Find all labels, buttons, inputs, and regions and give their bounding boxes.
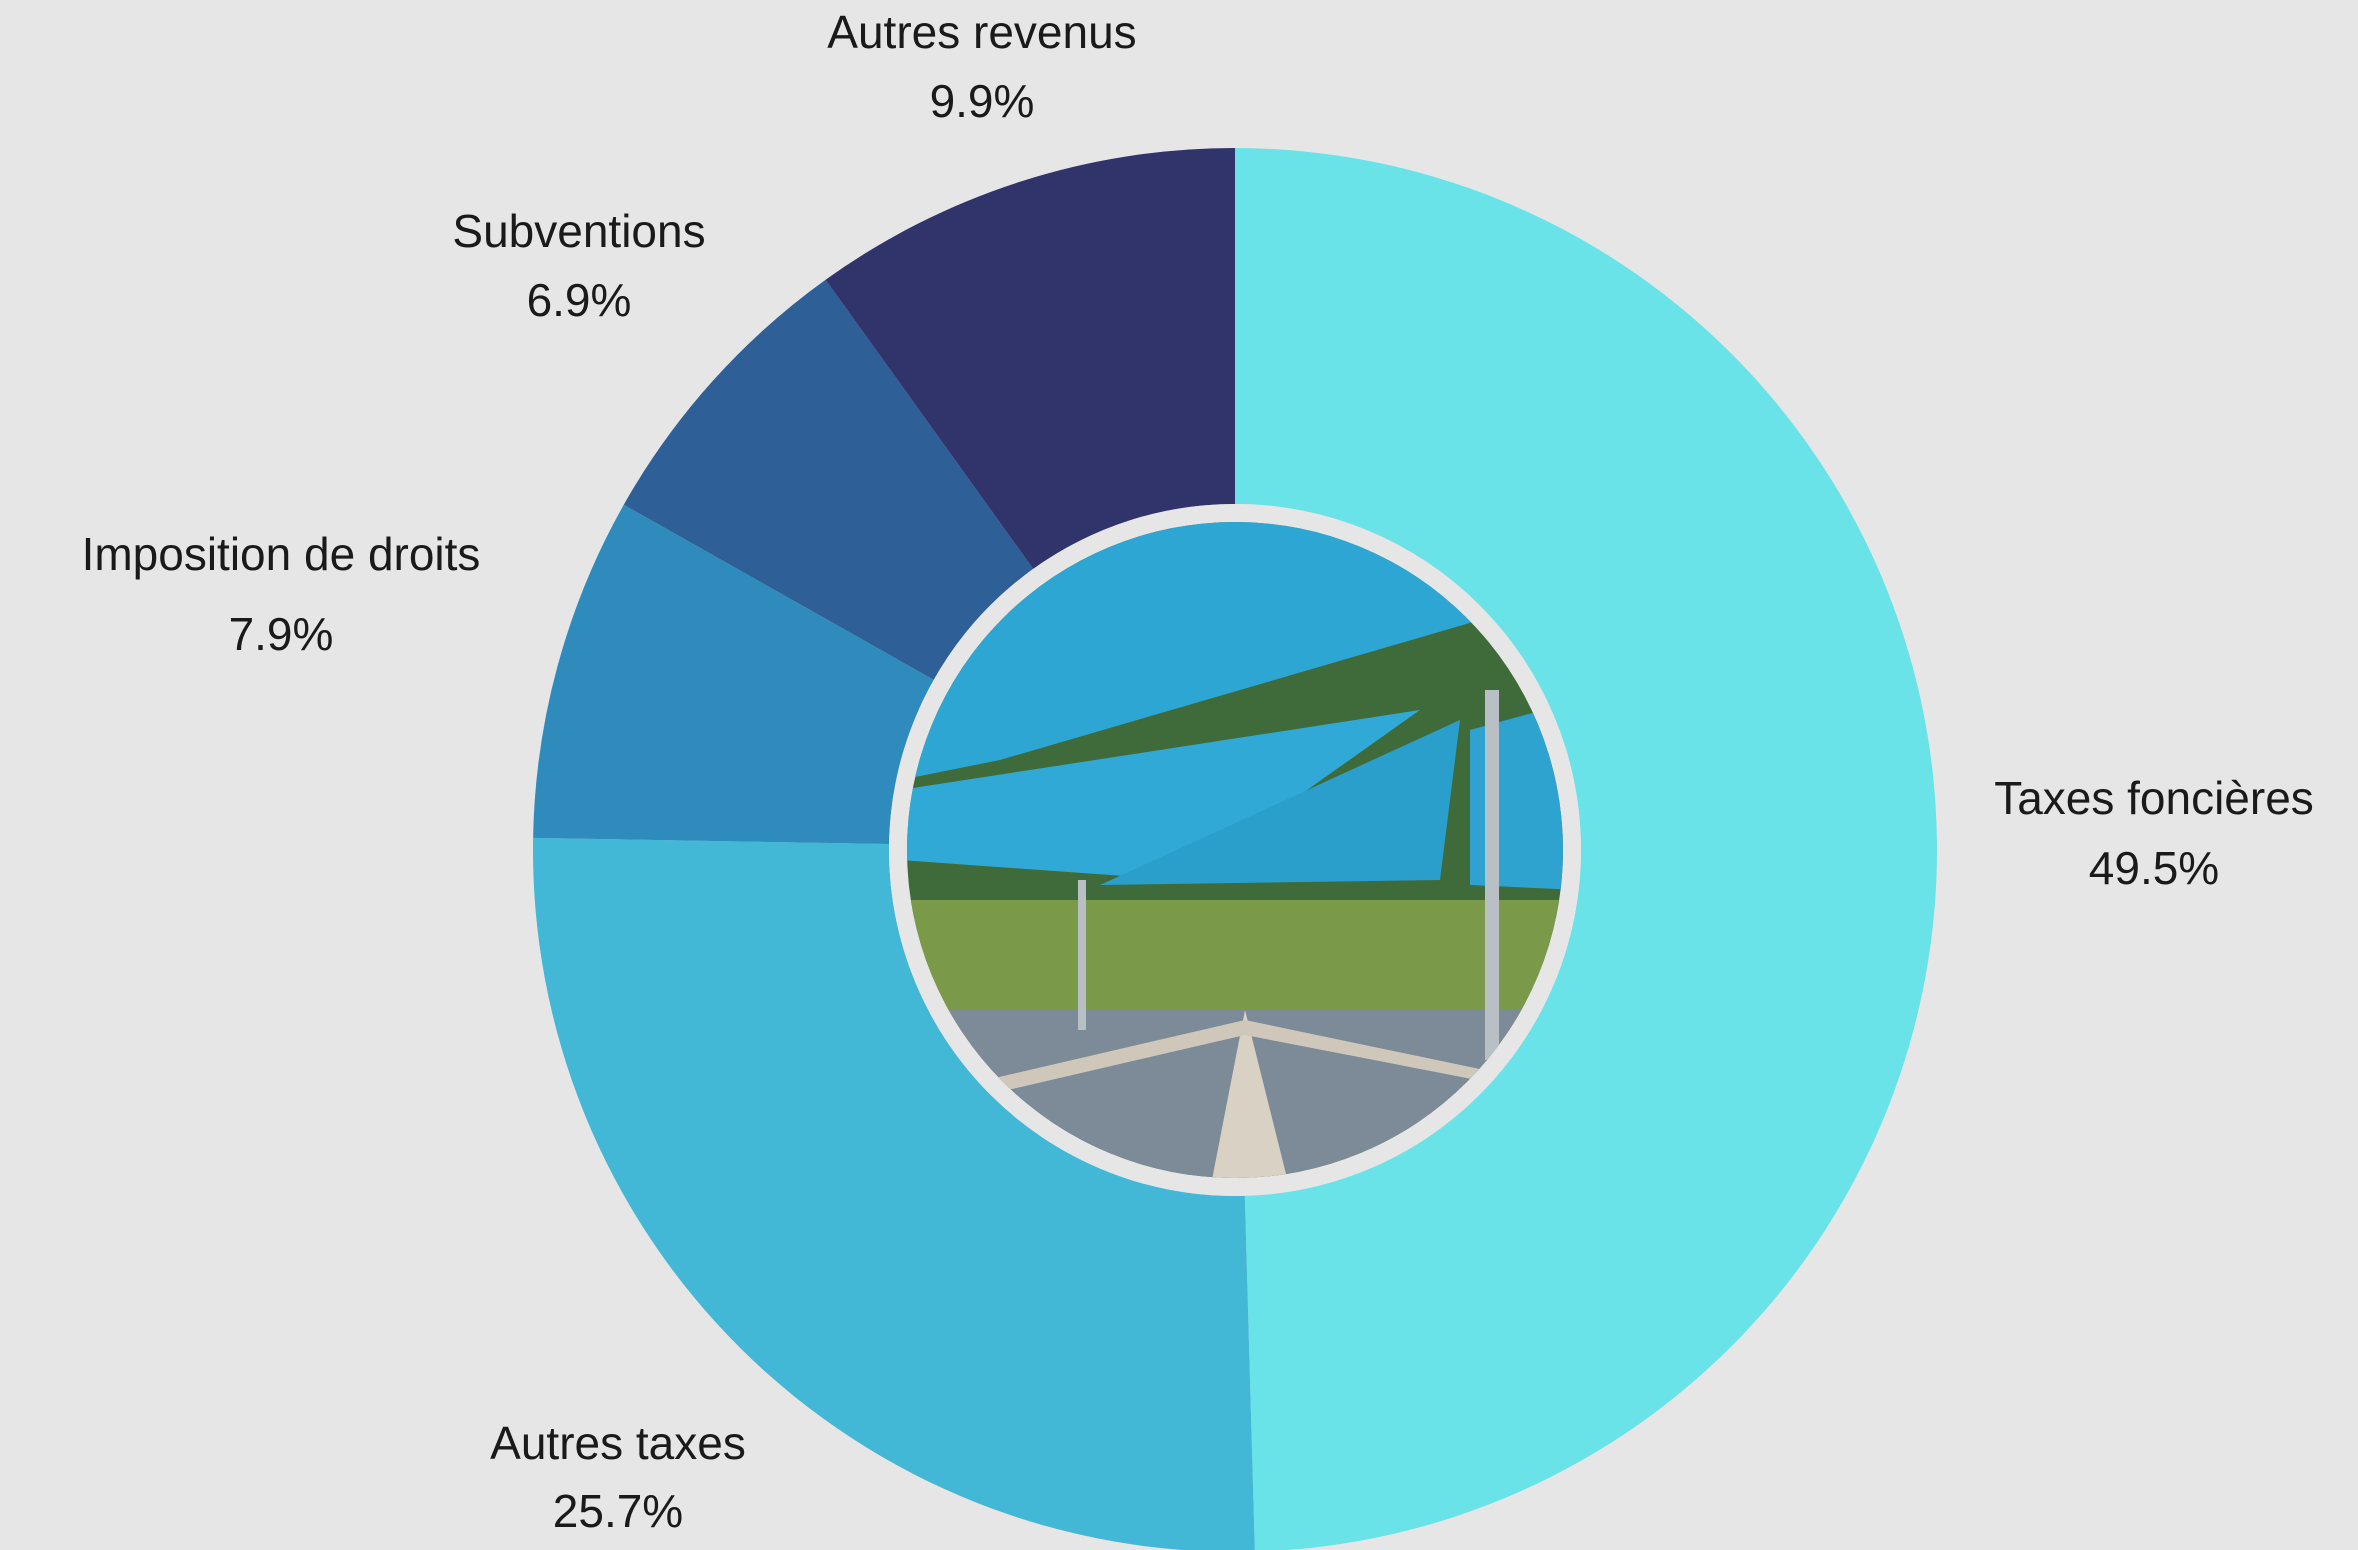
slice-value-label: 25.7% [553,1485,683,1537]
slice-value-label: 7.9% [229,608,334,660]
slice-value-label: 9.9% [930,75,1035,127]
slice-label: Taxes foncières [1994,772,2314,824]
slice [533,837,1255,1550]
slice [1235,148,1938,1550]
slice [825,148,1235,569]
labels: Taxes foncières 49.5% Autres taxes 25.7% Imp… [82,6,2314,1537]
slice-label: Autres revenus [827,6,1136,58]
center-photo [889,504,1581,1196]
slice-label: Autres taxes [490,1417,746,1469]
slice-label: Subventions [452,205,705,257]
slice [623,279,1034,680]
slice-value-label: 6.9% [527,274,632,326]
slices [533,148,1938,1550]
slice-label: Imposition de droits [82,528,481,580]
slice-value-label: 49.5% [2089,842,2219,894]
slice [533,504,934,845]
